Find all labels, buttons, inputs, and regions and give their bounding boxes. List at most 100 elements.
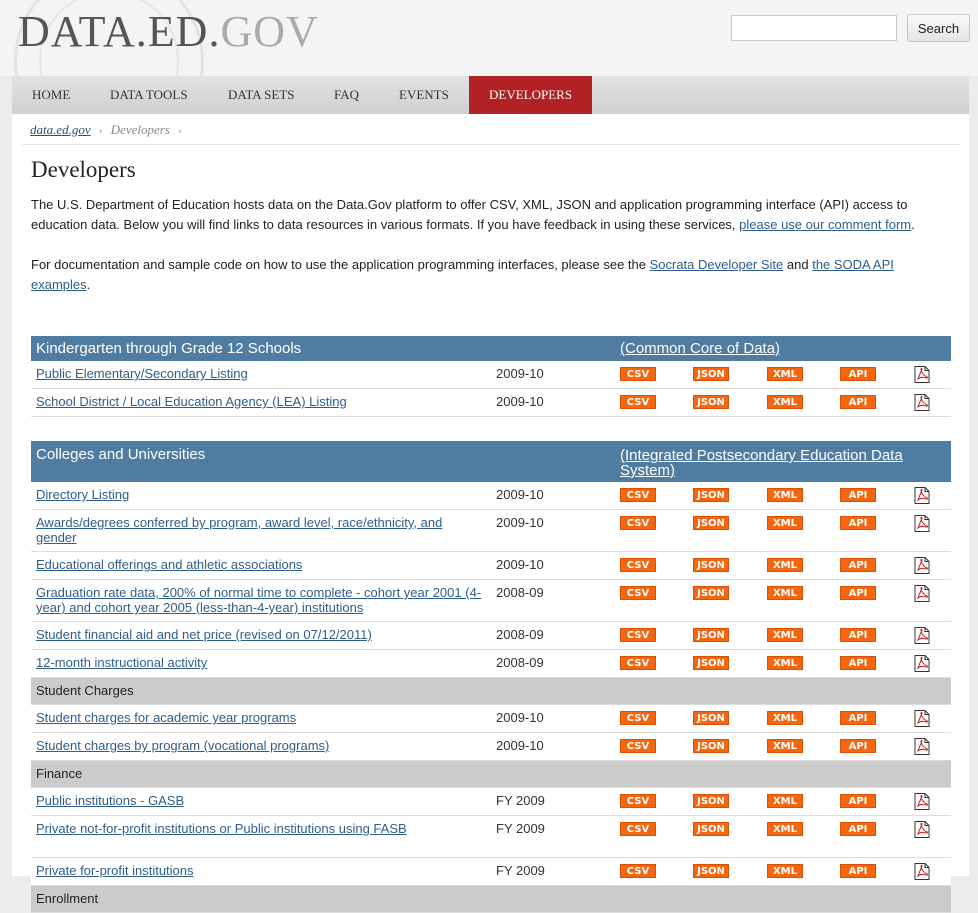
xml-download-button[interactable]: XML bbox=[767, 628, 803, 642]
dataset-link[interactable]: Private not-for-profit institutions or P… bbox=[36, 821, 407, 836]
csv-download-button[interactable]: CSV bbox=[620, 488, 656, 502]
xml-download-button[interactable]: XML bbox=[767, 656, 803, 670]
api-download-button[interactable]: API bbox=[840, 794, 876, 808]
json-download-button[interactable]: JSON bbox=[693, 586, 729, 600]
api-download-button[interactable]: API bbox=[840, 628, 876, 642]
ipeds-link[interactable]: (Integrated Postsecondary Education Data… bbox=[620, 447, 903, 479]
json-download-button[interactable]: JSON bbox=[693, 822, 729, 836]
json-download-button[interactable]: JSON bbox=[693, 628, 729, 642]
table-row: Public Elementary/Secondary Listing 2009-… bbox=[31, 361, 951, 389]
csv-download-button[interactable]: CSV bbox=[620, 367, 656, 381]
socrata-developer-link[interactable]: Socrata Developer Site bbox=[649, 257, 784, 272]
dataset-link[interactable]: Graduation rate data, 200% of normal tim… bbox=[36, 585, 482, 615]
comment-form-link[interactable]: please use our comment form bbox=[739, 217, 912, 232]
pdf-icon[interactable] bbox=[914, 793, 930, 810]
dataset-link[interactable]: Directory Listing bbox=[36, 487, 130, 502]
pdf-icon[interactable] bbox=[914, 655, 930, 672]
xml-download-button[interactable]: XML bbox=[767, 822, 803, 836]
dataset-link[interactable]: Awards/degrees conferred by program, awa… bbox=[36, 515, 443, 545]
breadcrumb-home-link[interactable]: data.ed.gov bbox=[30, 122, 91, 137]
student-charges-rows: Student charges for academic year progra… bbox=[31, 705, 951, 761]
search-button[interactable]: Search bbox=[907, 14, 970, 42]
api-download-button[interactable]: API bbox=[840, 711, 876, 725]
csv-download-button[interactable]: CSV bbox=[620, 586, 656, 600]
json-download-button[interactable]: JSON bbox=[693, 711, 729, 725]
dataset-year: 2009-10 bbox=[496, 557, 544, 572]
pdf-icon[interactable] bbox=[914, 821, 930, 838]
nav-home[interactable]: HOME bbox=[32, 87, 71, 102]
csv-download-button[interactable]: CSV bbox=[620, 516, 656, 530]
pdf-icon[interactable] bbox=[914, 585, 930, 602]
csv-download-button[interactable]: CSV bbox=[620, 395, 656, 409]
common-core-of-data-link[interactable]: (Common Core of Data) bbox=[620, 340, 781, 357]
xml-download-button[interactable]: XML bbox=[767, 395, 803, 409]
xml-download-button[interactable]: XML bbox=[767, 558, 803, 572]
site-logo[interactable]: DATA.ED.GOV bbox=[18, 7, 319, 56]
dataset-link[interactable]: Student charges by program (vocational p… bbox=[36, 738, 330, 753]
table-row: Awards/degrees conferred by program, awa… bbox=[31, 510, 951, 552]
json-download-button[interactable]: JSON bbox=[693, 558, 729, 572]
api-download-button[interactable]: API bbox=[840, 656, 876, 670]
dataset-link[interactable]: School District / Local Education Agency… bbox=[36, 394, 347, 409]
soda-api-examples-link[interactable]: the SODA API examples bbox=[31, 257, 894, 292]
api-download-button[interactable]: API bbox=[840, 367, 876, 381]
api-download-button[interactable]: API bbox=[840, 586, 876, 600]
dataset-year: FY 2009 bbox=[496, 821, 545, 836]
xml-download-button[interactable]: XML bbox=[767, 739, 803, 753]
pdf-icon[interactable] bbox=[914, 394, 930, 411]
csv-download-button[interactable]: CSV bbox=[620, 628, 656, 642]
api-download-button[interactable]: API bbox=[840, 739, 876, 753]
xml-download-button[interactable]: XML bbox=[767, 367, 803, 381]
xml-download-button[interactable]: XML bbox=[767, 711, 803, 725]
dataset-year: 2009-10 bbox=[496, 710, 544, 725]
dataset-year: 2008-09 bbox=[496, 627, 544, 642]
xml-download-button[interactable]: XML bbox=[767, 794, 803, 808]
pdf-icon[interactable] bbox=[914, 863, 930, 880]
dataset-link[interactable]: Educational offerings and athletic assoc… bbox=[36, 557, 303, 572]
pdf-icon[interactable] bbox=[914, 487, 930, 504]
pdf-icon[interactable] bbox=[914, 738, 930, 755]
json-download-button[interactable]: JSON bbox=[693, 656, 729, 670]
csv-download-button[interactable]: CSV bbox=[620, 656, 656, 670]
api-download-button[interactable]: API bbox=[840, 822, 876, 836]
csv-download-button[interactable]: CSV bbox=[620, 558, 656, 572]
xml-download-button[interactable]: XML bbox=[767, 586, 803, 600]
search-input[interactable] bbox=[731, 15, 897, 41]
api-download-button[interactable]: API bbox=[840, 516, 876, 530]
subsection-finance: Finance bbox=[31, 761, 951, 788]
dataset-link[interactable]: Public Elementary/Secondary Listing bbox=[36, 366, 248, 381]
csv-download-button[interactable]: CSV bbox=[620, 739, 656, 753]
json-download-button[interactable]: JSON bbox=[693, 395, 729, 409]
nav-data-tools[interactable]: DATA TOOLS bbox=[110, 87, 188, 102]
api-download-button[interactable]: API bbox=[840, 395, 876, 409]
dataset-link[interactable]: Public institutions - GASB bbox=[36, 793, 185, 808]
pdf-icon[interactable] bbox=[914, 627, 930, 644]
json-download-button[interactable]: JSON bbox=[693, 516, 729, 530]
json-download-button[interactable]: JSON bbox=[693, 367, 729, 381]
nav-events[interactable]: EVENTS bbox=[399, 87, 449, 102]
csv-download-button[interactable]: CSV bbox=[620, 822, 656, 836]
pdf-icon[interactable] bbox=[914, 366, 930, 383]
xml-download-button[interactable]: XML bbox=[767, 488, 803, 502]
table-row: Student charges for academic year progra… bbox=[31, 705, 951, 733]
csv-download-button[interactable]: CSV bbox=[620, 711, 656, 725]
pdf-icon[interactable] bbox=[914, 557, 930, 574]
pdf-icon[interactable] bbox=[914, 515, 930, 532]
api-download-button[interactable]: API bbox=[840, 558, 876, 572]
dataset-year: 2008-09 bbox=[496, 655, 544, 670]
api-download-button[interactable]: API bbox=[840, 488, 876, 502]
dataset-year: FY 2009 bbox=[496, 863, 545, 878]
dataset-link[interactable]: Private for-profit institutions bbox=[36, 863, 194, 878]
nav-developers[interactable]: DEVELOPERS bbox=[469, 76, 593, 114]
dataset-link[interactable]: 12-month instructional activity bbox=[36, 655, 208, 670]
json-download-button[interactable]: JSON bbox=[693, 739, 729, 753]
dataset-link[interactable]: Student financial aid and net price (rev… bbox=[36, 627, 372, 642]
json-download-button[interactable]: JSON bbox=[693, 794, 729, 808]
xml-download-button[interactable]: XML bbox=[767, 516, 803, 530]
nav-faq[interactable]: FAQ bbox=[334, 87, 360, 102]
nav-data-sets[interactable]: DATA SETS bbox=[228, 87, 295, 102]
pdf-icon[interactable] bbox=[914, 710, 930, 727]
csv-download-button[interactable]: CSV bbox=[620, 794, 656, 808]
dataset-link[interactable]: Student charges for academic year progra… bbox=[36, 710, 297, 725]
json-download-button[interactable]: JSON bbox=[693, 488, 729, 502]
